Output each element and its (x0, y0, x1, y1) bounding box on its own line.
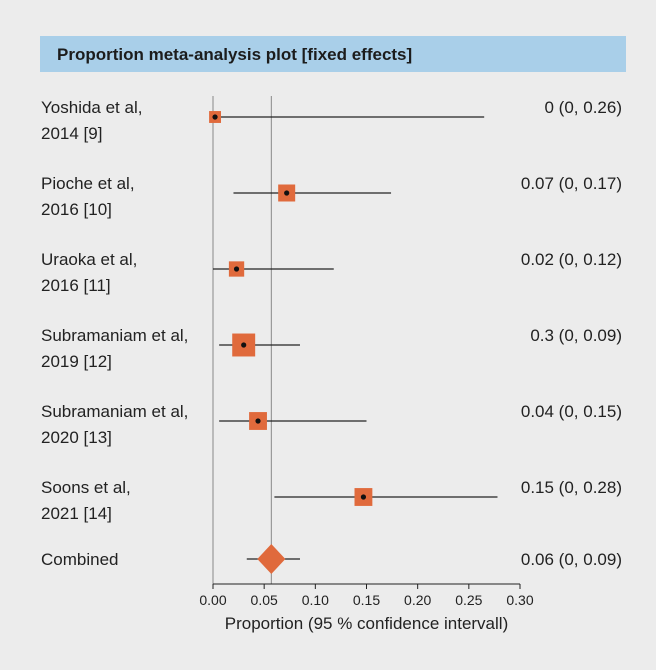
x-axis-label: Proportion (95 % confidence intervall) (225, 614, 508, 633)
combined-diamond (257, 544, 286, 574)
study-label: Subramaniam et al, (41, 326, 188, 345)
x-tick-label: 0.00 (199, 592, 226, 608)
study-label: Pioche et al, (41, 174, 135, 193)
study-label: Uraoka et al, (41, 250, 137, 269)
study-label-year: 2016 [10] (41, 200, 112, 219)
study-label-year: 2021 [14] (41, 504, 112, 523)
x-tick-label: 0.15 (353, 592, 380, 608)
study-label-year: 2016 [11] (41, 276, 111, 295)
study-label: Soons et al, (41, 478, 131, 497)
estimate-point (255, 418, 261, 424)
study-label: Yoshida et al, (41, 98, 142, 117)
combined-result: 0.06 (0, 0.09) (521, 550, 622, 569)
study-result: 0.07 (0, 0.17) (521, 174, 622, 193)
x-tick-label: 0.05 (251, 592, 278, 608)
study-label-year: 2019 [12] (41, 352, 112, 371)
study-result: 0.02 (0, 0.12) (521, 250, 622, 269)
study-result: 0.3 (0, 0.09) (530, 326, 622, 345)
study-label: Subramaniam et al, (41, 402, 188, 421)
x-tick-label: 0.30 (506, 592, 533, 608)
study-label-year: 2020 [13] (41, 428, 112, 447)
study-label-year: 2014 [9] (41, 124, 102, 143)
study-result: 0 (0, 0.26) (545, 98, 623, 117)
estimate-point (360, 494, 367, 500)
combined-label: Combined (41, 550, 119, 569)
estimate-point (212, 114, 218, 120)
study-result: 0.15 (0, 0.28) (521, 478, 622, 497)
estimate-point (241, 342, 247, 348)
study-result: 0.04 (0, 0.15) (521, 402, 622, 421)
estimate-point (233, 266, 240, 272)
chart-title: Proportion meta-analysis plot [fixed eff… (57, 45, 413, 64)
x-tick-label: 0.20 (404, 592, 431, 608)
chart-header: Proportion meta-analysis plot [fixed eff… (40, 36, 626, 72)
x-tick-label: 0.25 (455, 592, 482, 608)
x-tick-label: 0.10 (302, 592, 329, 608)
estimate-point (284, 190, 290, 196)
